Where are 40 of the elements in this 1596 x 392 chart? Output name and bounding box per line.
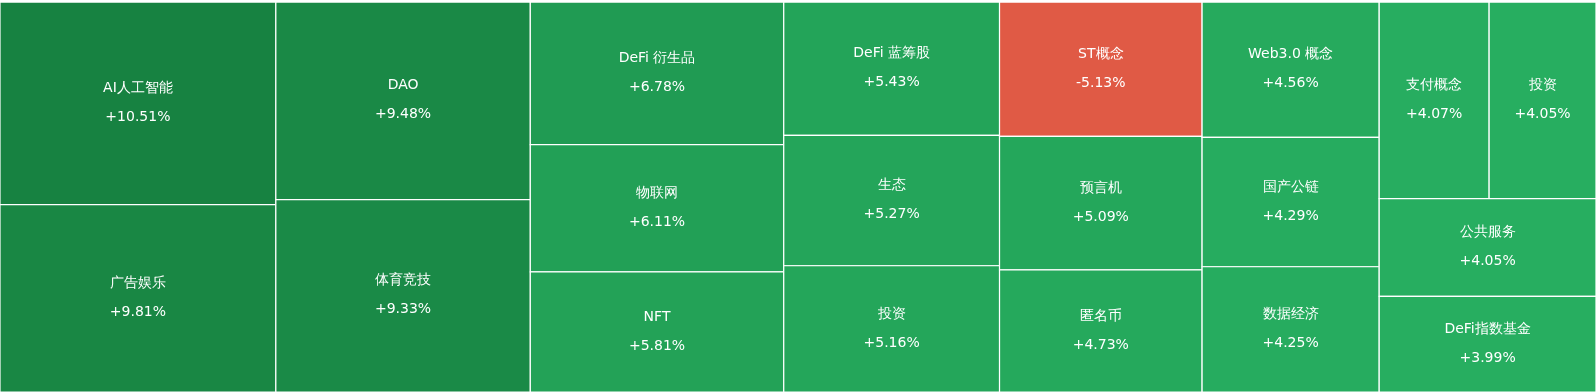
category-label: 投资 <box>876 304 906 321</box>
data-label: +5.81% <box>628 336 686 353</box>
category-label: DeFi 衍生品 <box>618 48 696 65</box>
data-label: +9.81% <box>109 302 167 319</box>
data-label: -5.13% <box>1076 73 1126 90</box>
category-label: 国产公链 <box>1262 177 1319 194</box>
category-label: 匿名币 <box>1079 306 1122 323</box>
data-label: +10.51% <box>105 107 171 124</box>
category-label: Web3.0 概念 <box>1248 45 1334 62</box>
data-label: +5.43% <box>863 73 920 90</box>
data-label: +4.56% <box>1262 74 1319 91</box>
category-label: NFT <box>643 307 671 324</box>
data-label: +4.05% <box>1514 104 1571 121</box>
category-label: 投资 <box>1527 75 1557 92</box>
data-label: +4.05% <box>1459 252 1516 269</box>
category-label: 支付概念 <box>1406 75 1463 92</box>
category-label: 物联网 <box>636 183 679 200</box>
data-label: +9.33% <box>374 300 432 317</box>
data-label: +5.16% <box>863 333 920 350</box>
data-label: +9.48% <box>374 105 432 122</box>
data-label: +4.29% <box>1262 206 1319 223</box>
category-label: ST概念 <box>1078 44 1124 61</box>
data-label: +5.27% <box>863 205 920 222</box>
data-label: +6.11% <box>628 212 686 229</box>
category-label: 广告娱乐 <box>109 273 166 290</box>
data-label: +5.09% <box>1072 207 1129 224</box>
category-label: DAO <box>387 76 419 93</box>
data-label: +6.78% <box>628 77 686 94</box>
category-label: 数据经济 <box>1262 305 1319 322</box>
data-label: +3.99% <box>1459 348 1516 365</box>
category-label: 体育竞技 <box>375 271 432 288</box>
data-label: +4.07% <box>1406 104 1463 121</box>
data-label: +4.73% <box>1072 335 1129 352</box>
category-label: AI人工智能 <box>103 78 173 95</box>
category-label: DeFi 蓝筹股 <box>853 44 931 61</box>
category-label: 预言机 <box>1079 178 1122 195</box>
category-label: 生态 <box>877 176 906 193</box>
category-label: 公共服务 <box>1459 223 1516 240</box>
data-label: +4.25% <box>1262 334 1319 351</box>
category-label: DeFi指数基金 <box>1444 319 1531 336</box>
